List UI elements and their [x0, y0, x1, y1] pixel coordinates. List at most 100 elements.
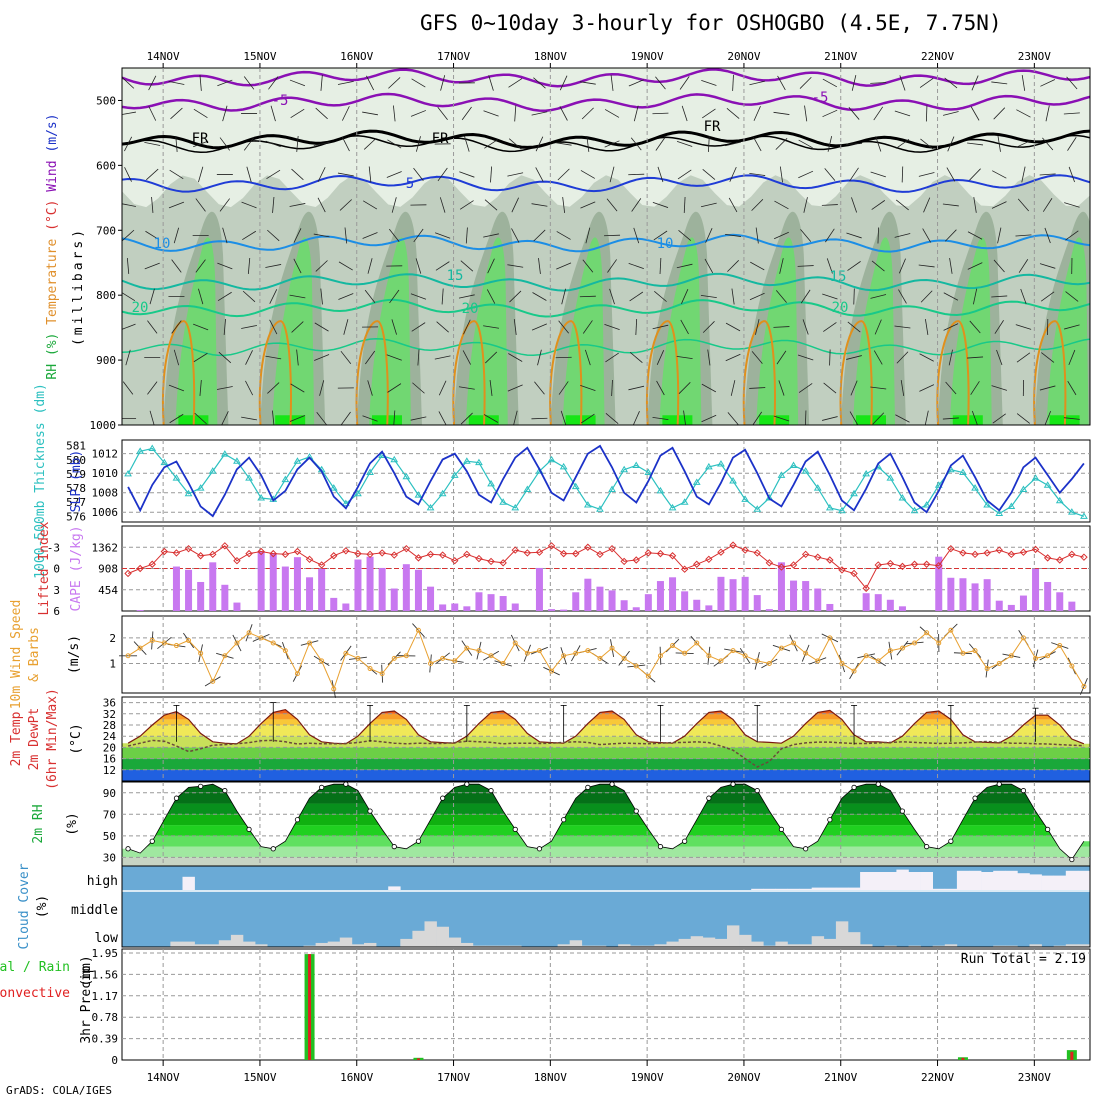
- wind-barb: [483, 325, 500, 329]
- wind-barb: [579, 81, 596, 85]
- cloud-high-bar: [787, 888, 800, 890]
- li-marker: [850, 569, 858, 578]
- li-marker: [620, 557, 628, 566]
- wind-barb: [776, 350, 787, 365]
- li-marker: [523, 549, 532, 557]
- cloud-low-bar: [424, 921, 437, 947]
- cape-bar: [632, 607, 640, 611]
- wind-barb: [825, 228, 835, 243]
- wind-barb: [652, 112, 669, 115]
- wind-barb: [900, 380, 905, 396]
- precip-tick-label: 0.39: [92, 1033, 119, 1046]
- wind-barb: [996, 349, 1003, 366]
- li-marker: [753, 549, 761, 557]
- thickness-marker: [257, 493, 266, 501]
- wind-barb: [314, 322, 329, 332]
- wind-barb: [751, 199, 764, 211]
- thickness-tick-label: 580: [66, 454, 86, 467]
- precip-conv-bar: [1070, 1051, 1074, 1060]
- wind-barb: [653, 230, 668, 241]
- wind-barb: [993, 259, 1005, 273]
- wind10m-marker: [476, 648, 482, 654]
- temp-band: [122, 725, 1090, 737]
- wind-barb: [870, 386, 887, 390]
- wind-barb: [972, 288, 978, 305]
- wind-barb: [465, 227, 468, 244]
- cape-bar: [318, 568, 326, 611]
- wind10m-marker: [815, 658, 821, 664]
- run-total-label: Run Total = 2.19: [961, 952, 1086, 967]
- thickness-marker: [245, 474, 253, 481]
- wind-barb: [725, 233, 742, 237]
- wind-barb: [268, 76, 279, 90]
- orange-contour: [645, 320, 680, 425]
- wind10m-marker: [379, 671, 385, 677]
- cape-bar: [814, 588, 822, 611]
- thickness-tick-label: 578: [66, 482, 86, 495]
- wind-barb: [579, 295, 596, 298]
- wind-barb: [727, 260, 739, 272]
- wind-barb: [315, 107, 328, 120]
- cloud-high-bar: [811, 887, 825, 890]
- li-marker: [717, 548, 725, 556]
- cloud-low-bar: [581, 945, 595, 947]
- cloud-low-bar: [727, 925, 740, 947]
- profile-wind-barbs: [122, 74, 1080, 425]
- thickness-marker: [293, 457, 302, 464]
- li-marker: [511, 546, 519, 554]
- thickness-tick-label: 579: [66, 468, 86, 481]
- thickness-marker: [281, 475, 290, 483]
- cape-bar: [874, 594, 882, 611]
- cloud-low-bar: [194, 944, 207, 947]
- wind-barb: [773, 111, 790, 115]
- wind-barb: [680, 319, 689, 335]
- rh2m-marker: [319, 784, 325, 790]
- wind-barb: [483, 233, 499, 238]
- cape-bar: [306, 577, 314, 611]
- wind-barb: [949, 258, 953, 274]
- wind-barb: [683, 410, 686, 425]
- thickness-marker: [644, 468, 653, 476]
- wind-barb: [997, 227, 1002, 244]
- thickness-marker: [729, 477, 737, 484]
- wind-barb: [487, 258, 495, 274]
- precip-tick-label: 0.78: [92, 1011, 119, 1024]
- wind10m-marker: [1033, 655, 1039, 661]
- cloud-high-bar: [388, 886, 401, 890]
- precip-ylabel-total: Total / Rain: [0, 960, 70, 975]
- wind-barb: [461, 106, 472, 121]
- profile-plot-area: -5 FR 5 10 15 20 -5 FR FR 10 15 20 20: [122, 68, 1090, 425]
- thickness-marker: [862, 469, 871, 477]
- wind-barb: [223, 318, 226, 335]
- li-marker: [922, 560, 931, 568]
- wind-barb: [459, 200, 474, 210]
- cape-bar: [511, 603, 519, 611]
- li-marker: [1007, 550, 1016, 559]
- temp-band: [122, 747, 1090, 759]
- thickness-marker: [704, 462, 713, 470]
- wind-barb: [317, 197, 326, 213]
- wind-barb: [826, 258, 833, 274]
- thickness-marker: [148, 444, 157, 451]
- isotherm-line: [122, 272, 1090, 292]
- li-tick-label: 3: [53, 584, 60, 597]
- cape-bar: [390, 588, 398, 611]
- isotherm-line: [122, 337, 1090, 357]
- wind-barb: [919, 353, 934, 362]
- li-marker: [1068, 550, 1076, 559]
- isotherm-label: -5: [812, 90, 829, 106]
- li-marker: [378, 549, 386, 557]
- wind-barb: [363, 138, 377, 150]
- wind-barb: [971, 410, 978, 425]
- cloud-low-bar: [835, 921, 849, 947]
- thickness-marker: [523, 485, 532, 492]
- wind-barb: [823, 382, 837, 394]
- wind-barb: [314, 354, 330, 361]
- li-marker: [209, 550, 217, 559]
- wind-barb: [993, 107, 1006, 120]
- wind-barb: [1064, 324, 1080, 330]
- wind-barb: [459, 171, 475, 178]
- wind-barb: [410, 293, 427, 300]
- thickness-marker: [220, 450, 229, 457]
- panels-layer: 14NOV 15NOV 16NOV 17NOV 18NOV 19NOV 20NOV 21NOV…: [0, 50, 1091, 1084]
